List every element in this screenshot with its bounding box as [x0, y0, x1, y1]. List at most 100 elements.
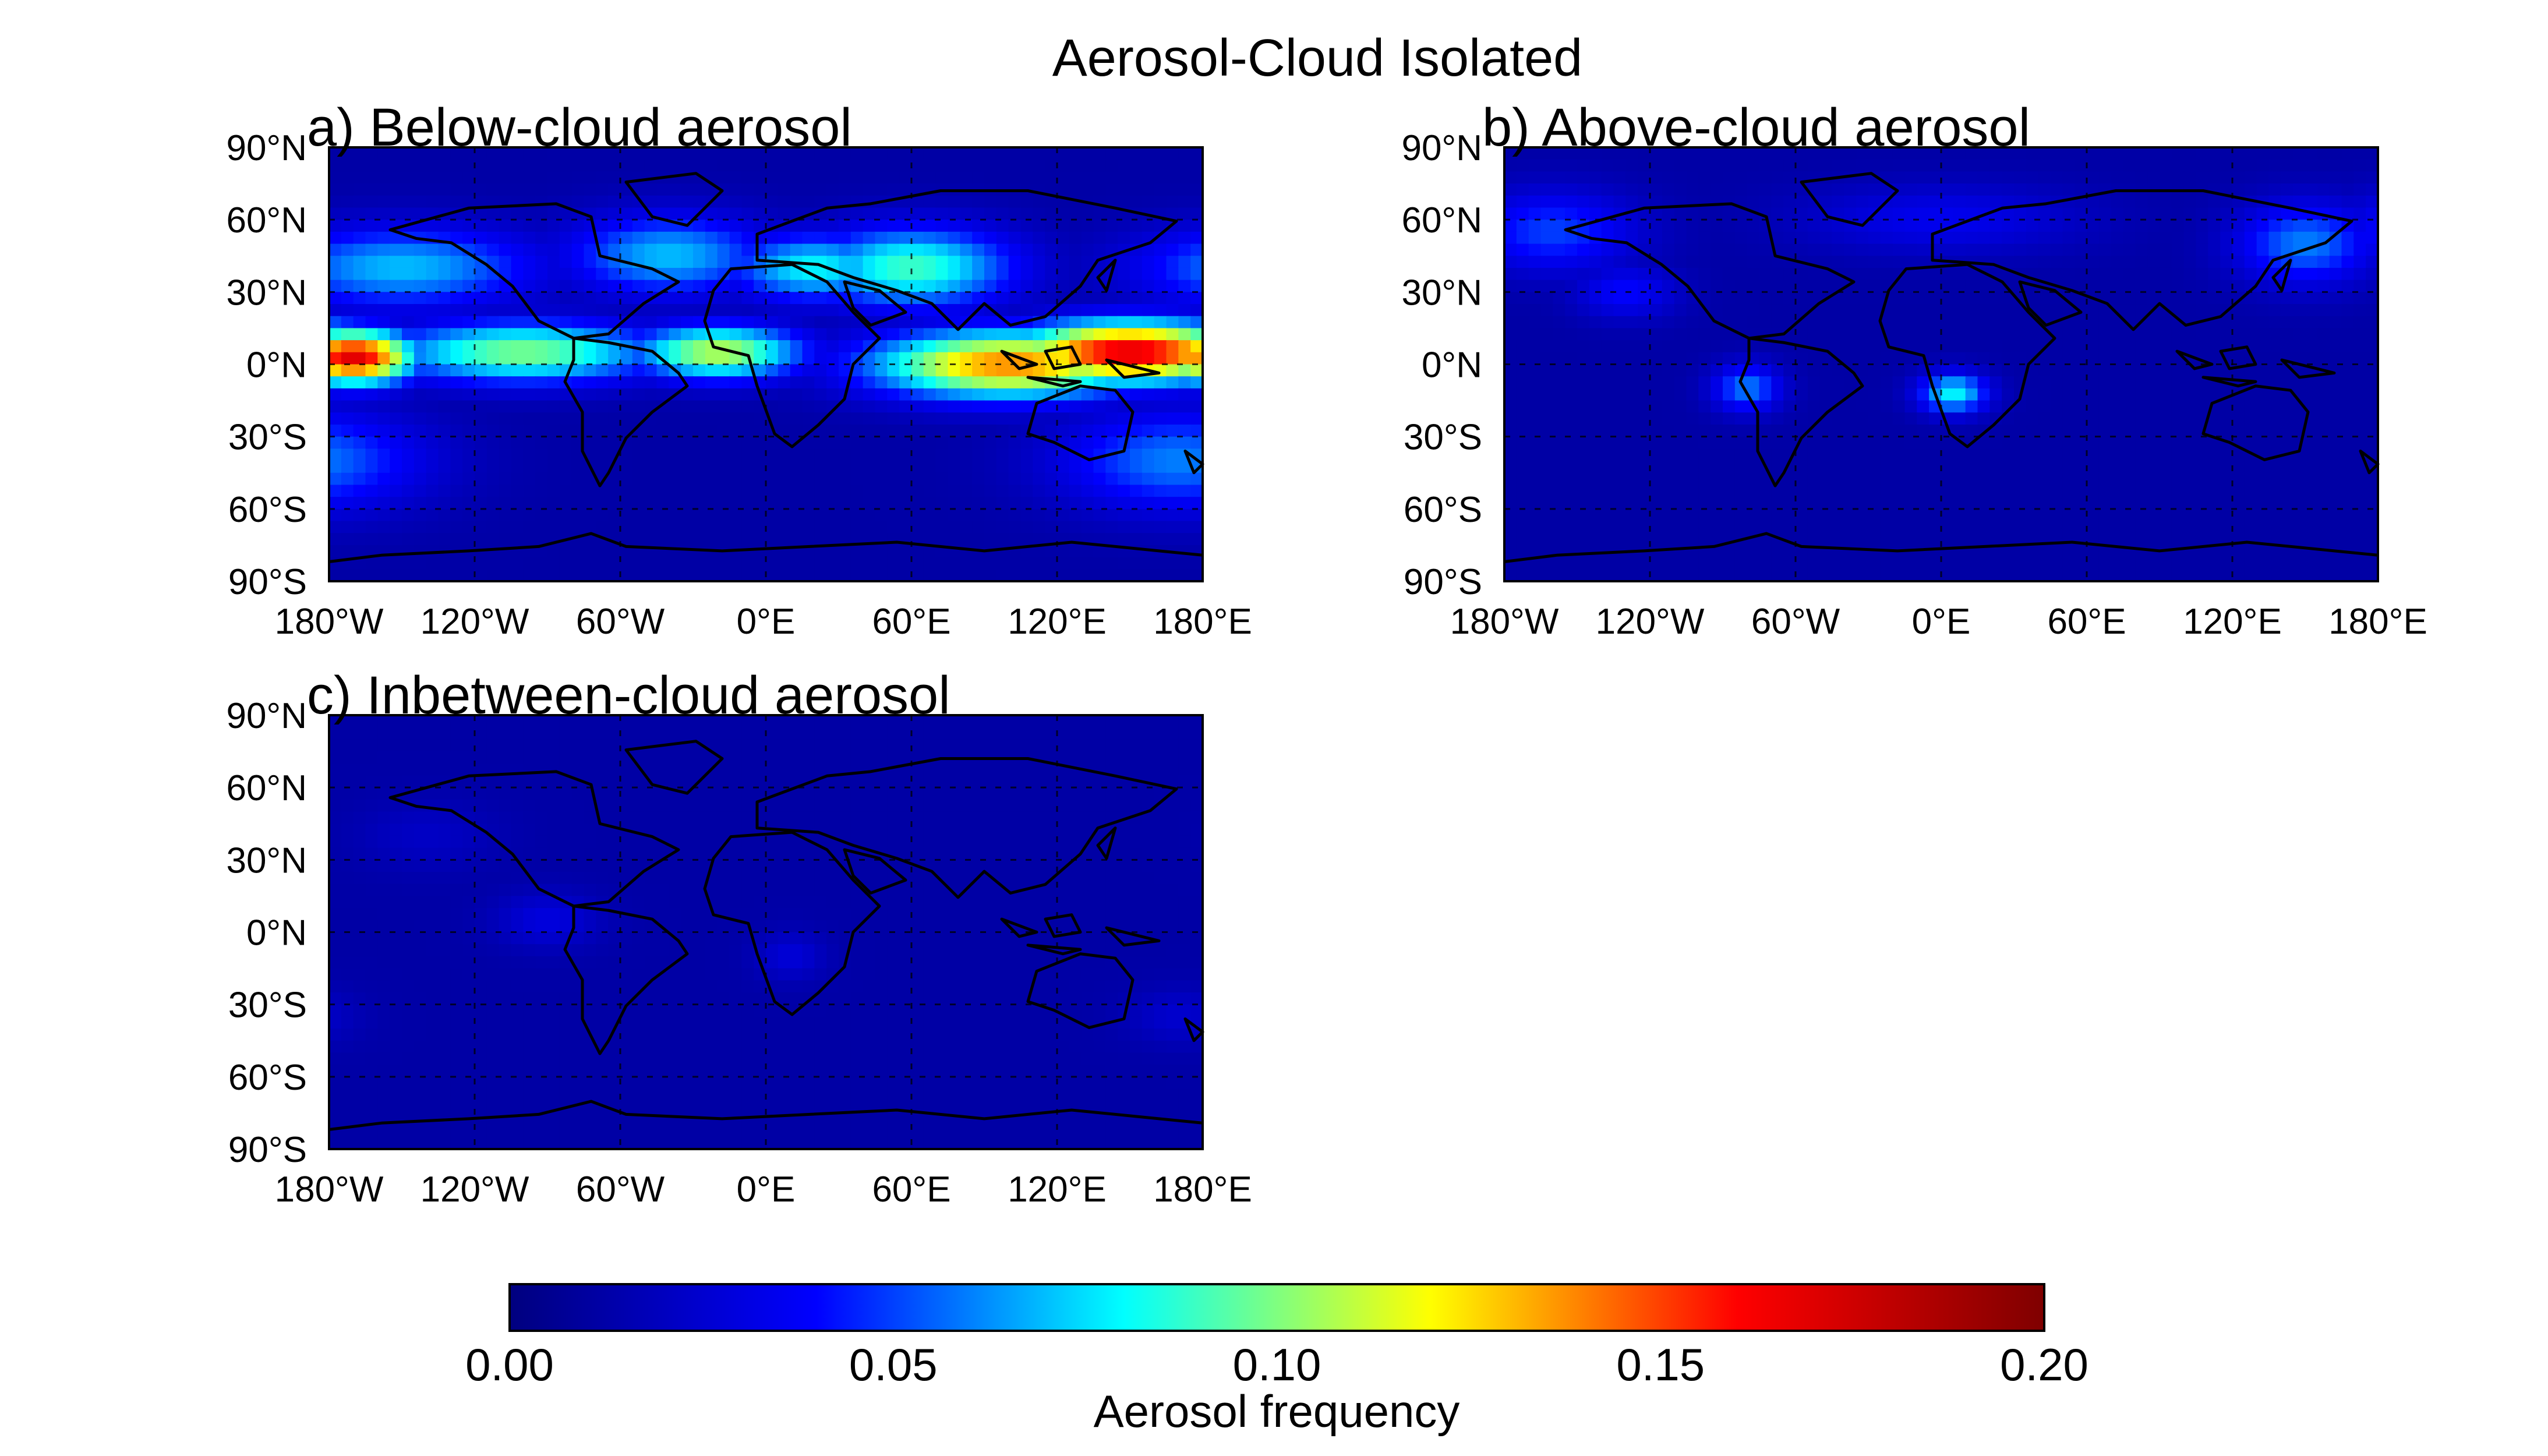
- heat-cell: [2075, 231, 2087, 245]
- heat-cell: [426, 400, 439, 414]
- heat-cell: [717, 304, 730, 317]
- heat-cell: [1711, 328, 1723, 341]
- heat-cell: [2111, 328, 2124, 341]
- heat-cell: [1528, 243, 1542, 257]
- heat-cell: [2160, 280, 2172, 293]
- heat-cell: [1166, 376, 1179, 389]
- heat-cell: [2329, 461, 2342, 473]
- heat-cell: [632, 448, 645, 461]
- heat-cell: [596, 497, 609, 510]
- heat-cell: [1613, 256, 1627, 268]
- heat-cell: [1977, 328, 1991, 341]
- heat-cell: [1565, 171, 1578, 184]
- heat-cell: [2026, 243, 2039, 257]
- heat-cell: [1008, 508, 1022, 522]
- heat-cell: [2196, 147, 2209, 160]
- heat-cell: [1601, 472, 1614, 486]
- heat-cell: [2366, 364, 2378, 377]
- heat-cell: [365, 328, 379, 341]
- heat-cell: [1674, 207, 1687, 220]
- heat-cell: [450, 533, 463, 546]
- heat-cell: [1807, 328, 1821, 341]
- heat-cell: [596, 352, 609, 365]
- heat-cell: [365, 304, 379, 317]
- heat-cell: [365, 316, 379, 329]
- heat-cell: [1105, 183, 1118, 196]
- heat-cell: [693, 461, 706, 473]
- heat-cell: [1130, 436, 1143, 450]
- heat-cell: [1759, 533, 1772, 546]
- heat-cell: [620, 557, 633, 570]
- heat-cell: [656, 424, 670, 437]
- heat-cell: [632, 352, 645, 365]
- heat-cell: [972, 388, 985, 401]
- heat-cell: [705, 376, 718, 389]
- heat-cell: [547, 340, 560, 353]
- heat-cell: [960, 243, 973, 257]
- heat-cell: [1771, 304, 1784, 317]
- heat-cell: [353, 352, 366, 365]
- heat-cell: [1977, 243, 1991, 257]
- heat-cell: [644, 485, 658, 497]
- heat-cell: [632, 147, 645, 160]
- heat-cell: [1759, 376, 1772, 389]
- heat-cell: [341, 340, 354, 353]
- heat-cell: [839, 448, 851, 461]
- heat-cell: [1504, 388, 1517, 401]
- heat-cell: [899, 461, 912, 473]
- heat-cell: [1941, 159, 1954, 172]
- heat-cell: [741, 207, 754, 220]
- heat-cell: [899, 256, 912, 268]
- heat-cell: [1819, 328, 1833, 341]
- heat-cell: [414, 195, 427, 208]
- heat-cell: [935, 376, 949, 389]
- heat-cell: [984, 243, 997, 257]
- heat-cell: [1166, 557, 1179, 570]
- x-tick-label: 120°W: [420, 602, 529, 642]
- heat-cell: [1892, 195, 1906, 208]
- heat-cell: [365, 147, 379, 160]
- heat-cell: [1650, 267, 1663, 281]
- heat-cell: [1613, 171, 1627, 184]
- heat-cell: [1553, 171, 1565, 184]
- heat-cell: [2208, 412, 2221, 425]
- heat-cell: [2244, 220, 2257, 232]
- heat-cell: [390, 376, 402, 389]
- heat-cell: [511, 485, 524, 497]
- heat-cell: [717, 316, 730, 329]
- heat-cell: [499, 424, 512, 437]
- heat-cell: [1650, 412, 1663, 425]
- heat-cell: [693, 195, 706, 208]
- heat-cell: [2317, 352, 2330, 365]
- heat-cell: [948, 304, 961, 317]
- heat-cell: [2050, 364, 2063, 377]
- heat-cell: [559, 472, 572, 486]
- heat-cell: [1540, 195, 1554, 208]
- heat-cell: [2232, 280, 2245, 293]
- heat-cell: [571, 521, 585, 534]
- heat-cell: [656, 472, 670, 486]
- heat-cell: [656, 400, 670, 414]
- heat-cell: [705, 352, 718, 365]
- heat-cell: [426, 352, 439, 365]
- heat-cell: [2111, 207, 2124, 220]
- heat-cell: [1081, 508, 1094, 522]
- heat-cell: [2160, 195, 2172, 208]
- heat-cell: [802, 171, 815, 184]
- heat-cell: [571, 243, 585, 257]
- heat-cell: [559, 352, 572, 365]
- heat-cell: [778, 316, 791, 329]
- heat-cell: [1868, 461, 1881, 473]
- heat-cell: [1917, 400, 1929, 414]
- heat-cell: [1650, 207, 1663, 220]
- heat-cell: [1977, 497, 1991, 510]
- heat-cell: [669, 400, 681, 414]
- heat-cell: [2160, 497, 2172, 510]
- heat-cell: [2062, 147, 2075, 160]
- heat-cell: [1142, 448, 1155, 461]
- heat-cell: [1033, 461, 1045, 473]
- heat-cell: [899, 316, 912, 329]
- heat-cell: [1178, 352, 1191, 365]
- heat-cell: [2196, 388, 2209, 401]
- heat-cell: [899, 400, 912, 414]
